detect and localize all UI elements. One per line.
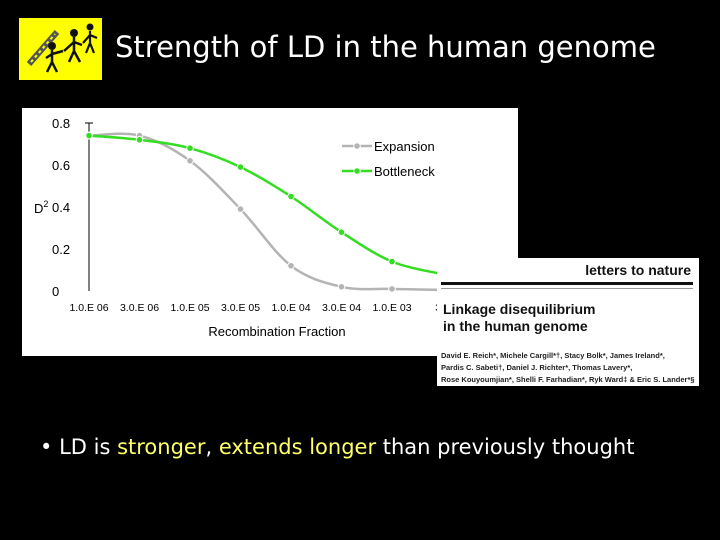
ld-decay-chart: 0 0.2 0.4 0.6 0.8 D2 1.0.E 06 3.0.E 06 1.0.E 05 3… (22, 108, 518, 356)
y-tick-label: 0.6 (52, 158, 70, 173)
x-tick-label: 3.0.E 04 (322, 302, 361, 314)
bullet-point: • LD is stronger, extends longer than pr… (40, 435, 634, 459)
bullet-text-prefix: LD is (52, 435, 118, 459)
legend-label: Expansion (374, 139, 435, 154)
data-point-bottleneck (337, 228, 346, 236)
y-tick-label: 0.2 (52, 242, 70, 257)
paper-title-line-2: in the human genome (443, 318, 588, 334)
y-tick-label: 0 (52, 284, 59, 299)
data-point-bottleneck (236, 163, 245, 171)
data-point-bottleneck (388, 257, 396, 266)
x-tick-label: 1.0.E 06 (69, 302, 108, 314)
bullet-text-separator: , (205, 435, 219, 459)
bullet-highlight-stronger: stronger (117, 435, 206, 459)
slide-title: Strength of LD in the human genome (115, 30, 656, 64)
authors-line-3: Rose Kouyoumjian*, Shelli F. Farhadian*,… (441, 375, 695, 384)
bullet-highlight-extends-longer: extends longer (218, 435, 377, 459)
x-tick-label: 3.0.E 06 (120, 302, 159, 314)
data-point-bottleneck (85, 131, 93, 140)
chart-canvas: 0 0.2 0.4 0.6 0.8 D2 1.0.E 06 3.0.E 06 1.0.E 05 3… (34, 116, 450, 339)
y-tick-label: 0.8 (52, 116, 70, 131)
data-point-bottleneck (135, 136, 144, 144)
legend-swatch-marker (353, 167, 361, 175)
x-tick-label: 1.0.E 03 (372, 302, 411, 314)
authors-line-1: David E. Reich*, Michele Cargill*†, Stac… (441, 351, 665, 360)
authors-line-2: Pardis C. Sabeti†, Daniel J. Richter*, T… (441, 363, 633, 372)
journal-name: letters to nature (585, 262, 691, 278)
x-tick-label: 3.0.E 05 (221, 302, 260, 314)
paper-citation-card: letters to nature Linkage disequilibrium… (437, 258, 699, 386)
legend-swatch-marker (353, 142, 361, 150)
y-axis-label: D2 (34, 199, 48, 216)
series-line-expansion (88, 132, 443, 292)
bullet-marker: • (40, 435, 53, 459)
data-point-expansion (337, 283, 346, 291)
paper-title: Linkage disequilibrium in the human geno… (443, 301, 643, 335)
header-rule-thin (441, 288, 693, 289)
stick-figures-icon (26, 23, 98, 73)
x-tick-label: 1.0.E 04 (271, 302, 310, 314)
data-point-bottleneck (186, 144, 194, 153)
bullet-text-suffix: than previously thought (376, 435, 635, 459)
x-tick-label: 1.0.E 05 (170, 302, 209, 314)
data-point-bottleneck (287, 192, 295, 201)
paper-title-line-1: Linkage disequilibrium (443, 301, 596, 317)
series-line-bottleneck (88, 134, 443, 276)
data-point-expansion (236, 205, 245, 213)
stick-figures-logo (19, 18, 102, 80)
data-point-expansion (287, 262, 295, 270)
header-rule (441, 282, 693, 285)
data-point-expansion (388, 285, 396, 293)
data-point-expansion (186, 157, 194, 165)
y-tick-label: 0.4 (52, 200, 70, 215)
x-axis-label: Recombination Fraction (208, 324, 345, 339)
paper-authors: David E. Reich*, Michele Cargill*†, Stac… (441, 350, 697, 386)
legend-label: Bottleneck (374, 164, 435, 179)
